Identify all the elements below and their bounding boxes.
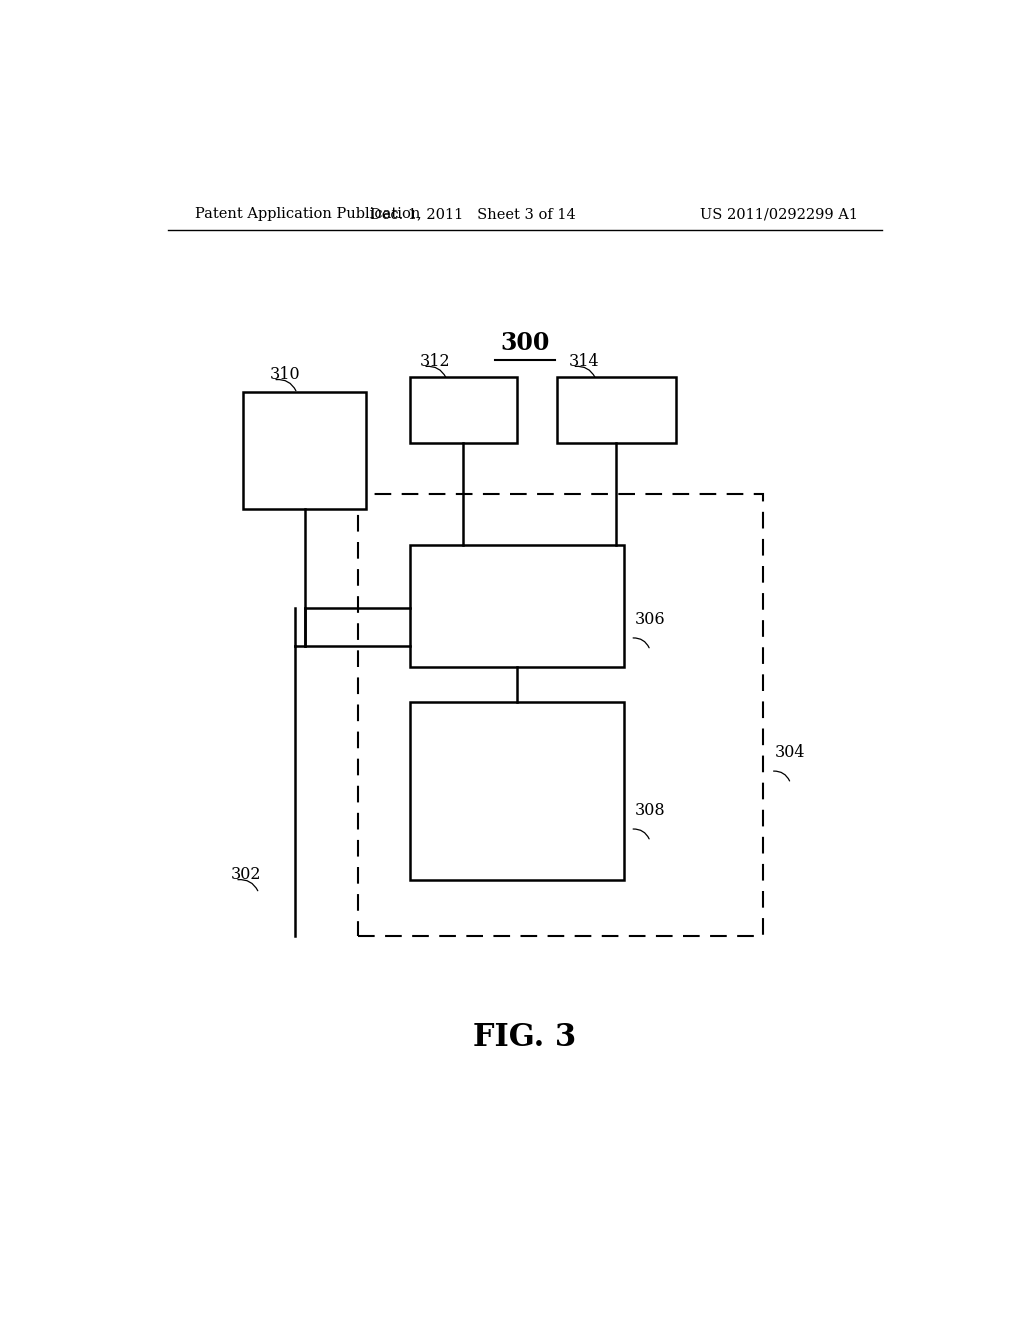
Text: Dec. 1, 2011   Sheet 3 of 14: Dec. 1, 2011 Sheet 3 of 14 xyxy=(371,207,577,222)
Bar xyxy=(410,702,624,880)
Text: 300: 300 xyxy=(500,331,550,355)
Bar xyxy=(243,392,367,510)
Text: FIG. 3: FIG. 3 xyxy=(473,1022,577,1053)
Text: 308: 308 xyxy=(634,803,665,820)
Text: Processing
Circuitry: Processing Circuitry xyxy=(458,585,577,627)
Text: Storage
(e.g., RAM, ROM,
Hard Disk,
Removable
Disk,etc.): Storage (e.g., RAM, ROM, Hard Disk, Remo… xyxy=(435,739,598,842)
Text: 314: 314 xyxy=(568,354,599,370)
Text: Display: Display xyxy=(423,401,504,418)
Text: 312: 312 xyxy=(419,354,450,370)
Text: 306: 306 xyxy=(634,611,665,628)
Text: US 2011/0292299 A1: US 2011/0292299 A1 xyxy=(700,207,858,222)
Text: 310: 310 xyxy=(269,367,300,383)
Text: Patent Application Publication: Patent Application Publication xyxy=(196,207,421,222)
Bar xyxy=(358,494,763,936)
Text: Speakers: Speakers xyxy=(566,401,666,418)
Bar xyxy=(410,378,517,444)
Text: 302: 302 xyxy=(231,866,262,883)
Text: User
Input
Interface: User Input Interface xyxy=(255,418,354,483)
Text: 304: 304 xyxy=(775,744,805,762)
Bar xyxy=(557,378,676,444)
Bar xyxy=(410,545,624,667)
